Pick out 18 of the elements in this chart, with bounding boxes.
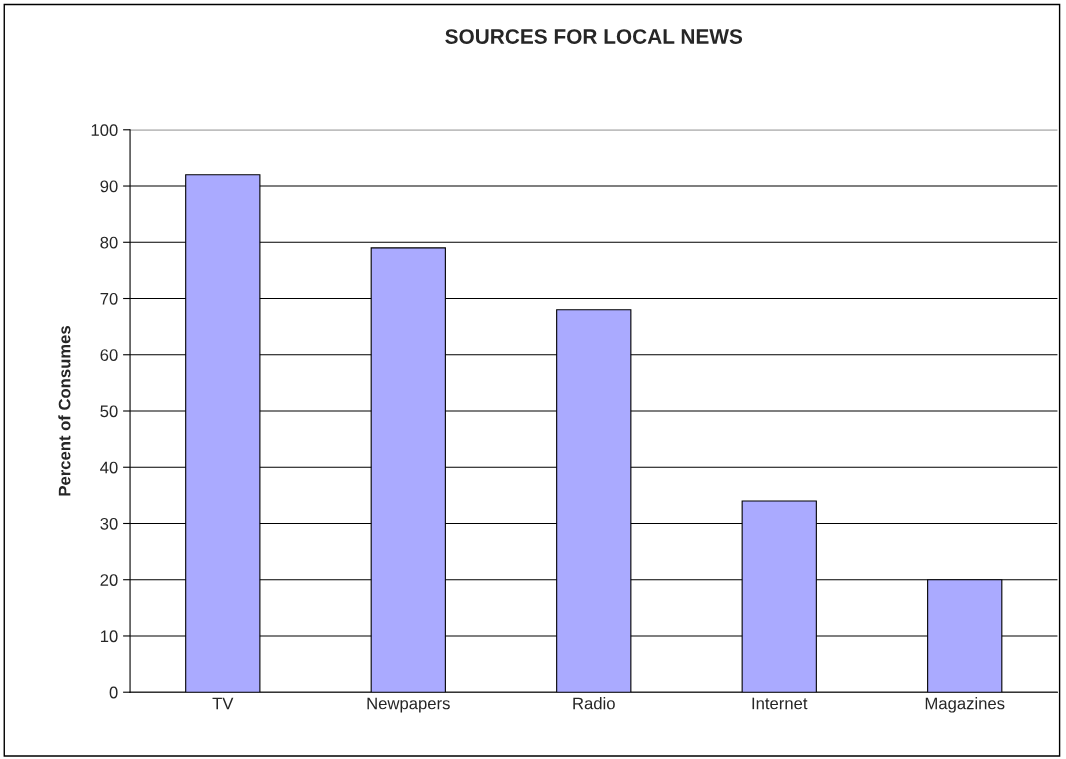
x-tick-label: TV [212, 697, 234, 710]
y-tick-label: 40 [100, 461, 118, 474]
y-tick-label: 70 [100, 292, 118, 305]
y-tick-label: 30 [100, 517, 118, 530]
x-tick-label: Magazines [925, 697, 1005, 713]
y-tick-label: 60 [100, 349, 118, 361]
x-tick-label: Newpapers [367, 697, 450, 713]
y-tick-label: 80 [100, 236, 118, 249]
y-tick-label: 100 [91, 124, 118, 136]
y-axis-title: Percent of Consumes [58, 326, 71, 496]
y-tick-label: 0 [109, 686, 118, 699]
x-tick-label: Radio [573, 697, 615, 710]
y-tick-label: 10 [100, 630, 118, 643]
y-tick-label: 20 [100, 574, 118, 586]
x-tick-label: Internet [752, 697, 808, 710]
y-tick-label: 90 [100, 180, 118, 193]
chart-title: SOURCES FOR LOCAL NEWS [445, 29, 743, 44]
y-tick-label: 50 [100, 405, 118, 418]
